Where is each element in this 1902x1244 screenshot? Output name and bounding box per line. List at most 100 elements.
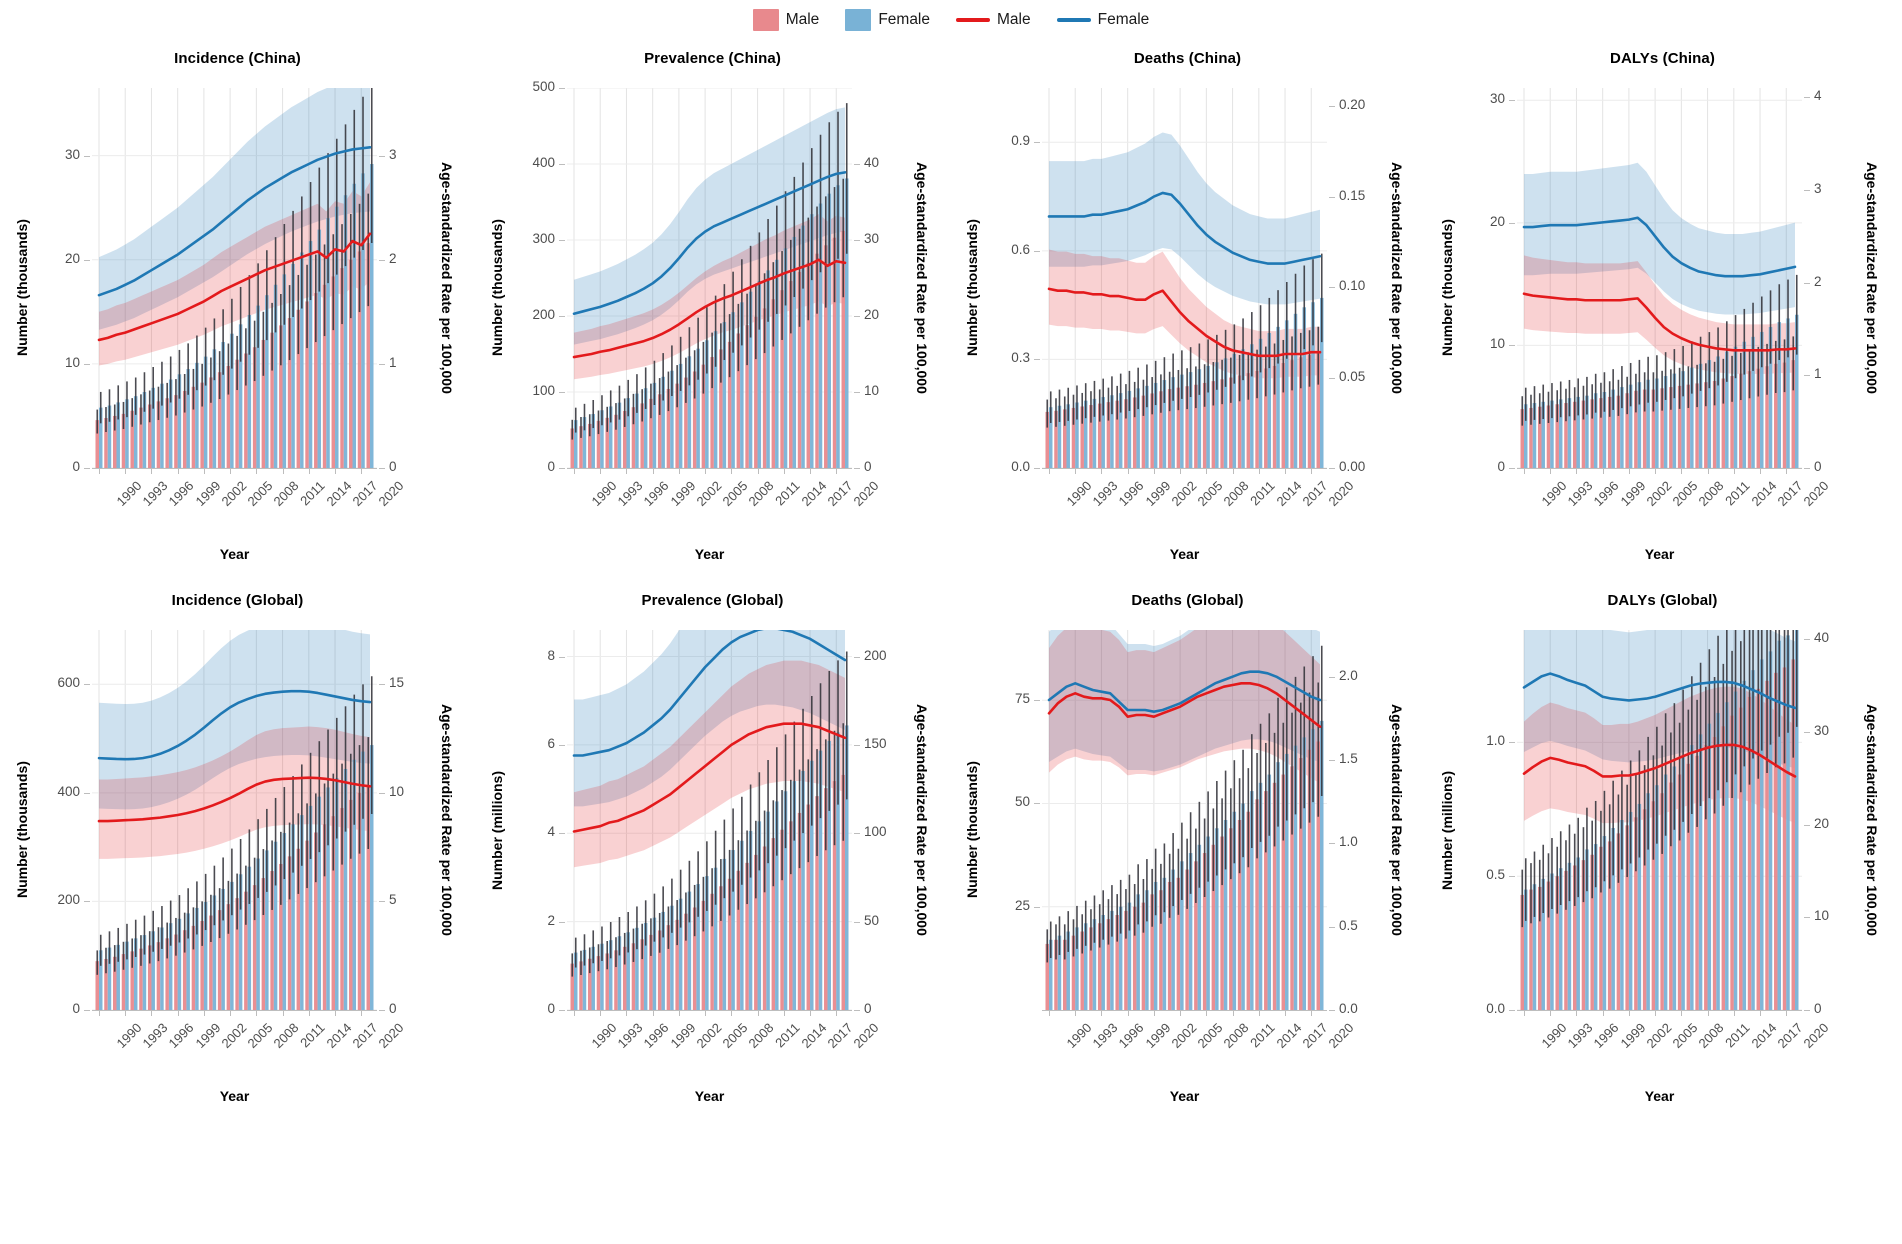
x-axis-tickmark <box>810 1010 812 1016</box>
x-axis-tick-label: 1999 <box>1142 1020 1174 1052</box>
x-axis-tick-label: 2017 <box>824 478 856 510</box>
plot-area <box>1042 88 1327 468</box>
x-axis-tickmark <box>1628 468 1630 474</box>
y-axis-left-tick: 0.0 <box>1486 1001 1505 1016</box>
x-axis-tickmark <box>282 468 284 474</box>
y-axis-right-tick: 0.20 <box>1339 97 1366 113</box>
legend-line-icon <box>1056 18 1091 22</box>
panel-a: Incidence (China)A01020300123Number (tho… <box>0 40 475 642</box>
x-axis-tick-label: 2008 <box>745 1020 777 1052</box>
x-axis-tickmark <box>177 468 179 474</box>
panel-title: DALYs (Global) <box>1607 592 1718 609</box>
y-axis-right-tick: 30 <box>1814 722 1830 738</box>
x-axis-title: Year <box>219 546 250 562</box>
x-axis-tick-label: 2005 <box>1194 478 1226 510</box>
panel-title: Incidence (China) <box>174 50 301 67</box>
x-axis-title: Year <box>1644 546 1675 562</box>
y-axis-right-tickmark <box>1329 287 1335 289</box>
x-axis-tickmark <box>600 1010 602 1016</box>
panel-e: Incidence (Global)E0200400600051015Numbe… <box>0 582 475 1184</box>
x-axis-tickmark <box>573 1010 575 1016</box>
y-axis-left-tickmark <box>84 792 90 794</box>
x-axis-tick-label: 1990 <box>1063 1020 1095 1052</box>
y-axis-left-tick: 200 <box>57 892 80 908</box>
y-axis-left-tick: 6 <box>547 735 555 751</box>
panel-title: Prevalence (China) <box>644 50 781 67</box>
x-axis-tick-label: 1999 <box>1142 478 1174 510</box>
x-axis-tick-label: 2011 <box>1721 1020 1753 1051</box>
x-axis-tick-label: 1993 <box>139 478 171 510</box>
panel-row-global: Incidence (Global)E0200400600051015Numbe… <box>0 582 1902 1184</box>
y-axis-right-tick: 0 <box>864 459 872 474</box>
x-axis-tick-label: 2002 <box>693 478 725 510</box>
y-axis-right-tick: 5 <box>389 892 397 908</box>
x-axis-tick-label: 2002 <box>218 478 250 510</box>
x-axis-tickmark <box>98 1010 100 1016</box>
y-axis-right-tick: 15 <box>389 675 405 691</box>
y-axis-left-tick: 1.0 <box>1486 733 1505 749</box>
x-axis-tickmark <box>1258 468 1260 474</box>
x-axis-tick-label: 2020 <box>1800 478 1832 510</box>
x-axis-tickmark <box>1153 468 1155 474</box>
y-axis-left-tick: 20 <box>64 250 80 266</box>
x-axis-tick-label: 2008 <box>1695 478 1727 510</box>
y-axis-left-tick: 20 <box>1489 213 1505 229</box>
x-axis-tick-label: 2017 <box>1774 478 1806 510</box>
y-axis-right-title: Age-standardized Rate per 100,000 <box>1864 162 1880 394</box>
legend-item-male-line: Male <box>956 11 1031 29</box>
y-axis-right-tickmark <box>1804 917 1810 919</box>
x-axis-tickmark <box>125 468 127 474</box>
y-axis-left-tickmark <box>84 363 90 365</box>
x-axis-tick-label: 2008 <box>1220 1020 1252 1052</box>
y-axis-left-tick: 200 <box>532 307 555 322</box>
x-axis-tickmark <box>1206 468 1208 474</box>
y-axis-left-tickmark <box>84 468 90 469</box>
y-axis-right-tick: 1 <box>389 354 397 370</box>
y-axis-right-tick: 3 <box>389 146 397 162</box>
x-axis-tick-label: 2020 <box>850 478 882 510</box>
x-axis-tickmark <box>1576 468 1578 474</box>
x-axis-tickmark <box>705 468 707 474</box>
x-axis-tickmark <box>361 1010 363 1016</box>
y-axis-right-tick: 0 <box>1814 459 1822 474</box>
y-axis-right-tick: 4 <box>1814 88 1822 104</box>
y-axis-left-title: Number (thousands) <box>14 219 30 357</box>
y-axis-left-tick: 50 <box>1014 794 1030 810</box>
x-axis-tick-label: 2014 <box>1273 478 1305 510</box>
y-axis-right-tickmark <box>1804 468 1810 469</box>
y-axis-left-tickmark <box>559 656 565 658</box>
y-axis-right-tick: 0 <box>389 1001 397 1016</box>
x-axis-tick-label: 2008 <box>745 478 777 510</box>
x-axis-tick-label: 2005 <box>1194 1020 1226 1052</box>
x-axis-tickmark <box>1311 468 1313 474</box>
x-axis-tick-label: 2002 <box>693 1020 725 1052</box>
x-axis-tick-label: 1996 <box>1590 478 1622 510</box>
y-axis-right-tickmark <box>1804 282 1810 284</box>
x-axis-tickmark <box>230 468 232 474</box>
x-axis-tickmark <box>1206 1010 1208 1016</box>
y-axis-left-tick: 0.6 <box>1011 241 1030 257</box>
y-axis-right-tickmark <box>854 392 860 393</box>
x-axis-tickmark <box>1733 1010 1735 1016</box>
x-axis-tickmark <box>1075 1010 1077 1016</box>
x-axis-tickmark <box>1311 1010 1313 1016</box>
x-axis-tick-label: 1996 <box>165 478 197 510</box>
y-axis-right-tickmark <box>1329 377 1335 379</box>
x-axis-line <box>1517 468 1802 469</box>
y-axis-left-tickmark <box>84 1010 90 1011</box>
y-axis-right-tick: 0.15 <box>1339 187 1366 203</box>
y-axis-left-title: Number (thousands) <box>489 219 505 357</box>
x-axis-line <box>92 1010 377 1011</box>
panel-c: Deaths (China)C0.00.30.60.90.000.050.100… <box>950 40 1425 642</box>
x-axis-tickmark <box>1733 468 1735 474</box>
x-axis-tick-label: 2011 <box>1721 478 1753 509</box>
y-axis-left-tick: 600 <box>57 675 80 691</box>
y-axis-left-tickmark <box>1034 803 1040 805</box>
x-axis-tickmark <box>1523 468 1525 474</box>
x-axis-tick-label: 2011 <box>1246 478 1278 509</box>
x-axis-tickmark <box>98 468 100 474</box>
y-axis-right-tick: 30 <box>864 231 880 246</box>
legend-label: Female <box>878 11 930 28</box>
x-axis-line <box>1042 1010 1327 1011</box>
